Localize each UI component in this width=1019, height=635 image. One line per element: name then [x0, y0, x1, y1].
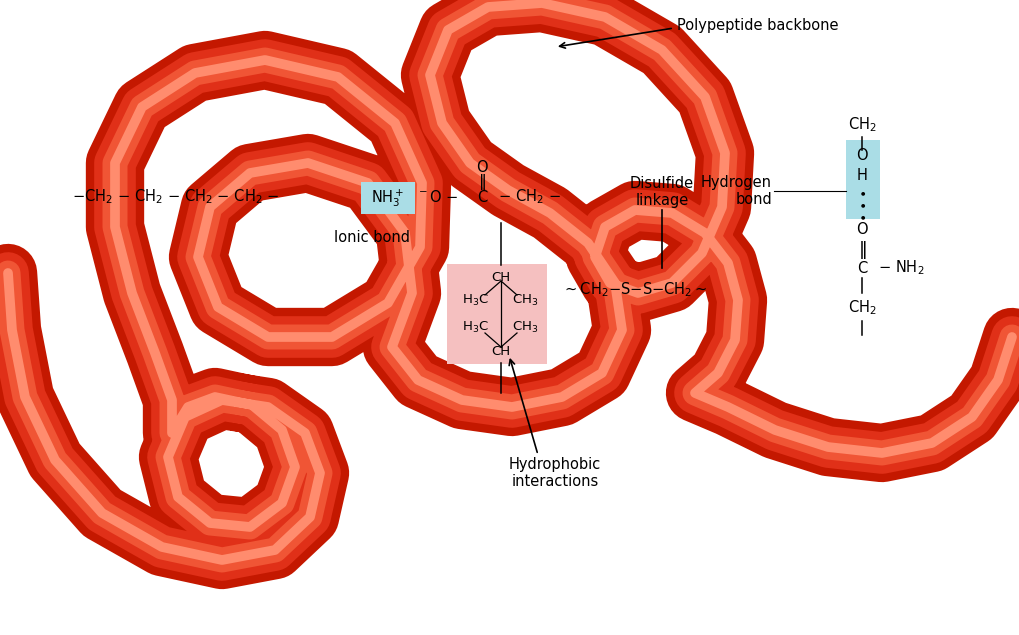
- Text: Disulfide
linkage: Disulfide linkage: [630, 176, 693, 208]
- Text: CH: CH: [491, 271, 511, 283]
- Text: C: C: [477, 189, 487, 204]
- Text: $-$ NH$_2$: $-$ NH$_2$: [873, 258, 923, 277]
- Text: C: C: [856, 260, 866, 276]
- Text: $-$ CH$_2$ $-$: $-$ CH$_2$ $-$: [493, 188, 560, 206]
- Text: O: O: [855, 222, 867, 236]
- Text: $\|$: $\|$: [478, 172, 485, 192]
- FancyBboxPatch shape: [446, 264, 546, 364]
- Text: Ionic bond: Ionic bond: [333, 229, 410, 244]
- Text: $^-$O $-$: $^-$O $-$: [416, 189, 458, 205]
- Text: CH$_2$: CH$_2$: [847, 298, 875, 318]
- Text: $-$CH$_2$ $-$ CH$_2$ $-$ CH$_2$ $-$ CH$_2$ $-$: $-$CH$_2$ $-$ CH$_2$ $-$ CH$_2$ $-$ CH$_…: [72, 188, 279, 206]
- Text: Hydrogen
bond: Hydrogen bond: [700, 175, 771, 207]
- Text: CH$_3$: CH$_3$: [512, 319, 538, 335]
- Text: O: O: [476, 159, 487, 175]
- Text: H: H: [856, 168, 866, 182]
- Text: H$_3$C: H$_3$C: [462, 319, 488, 335]
- Text: NH$_3^+$: NH$_3^+$: [371, 187, 405, 209]
- Text: CH$_3$: CH$_3$: [512, 293, 538, 307]
- Text: $\|$: $\|$: [857, 239, 865, 261]
- Text: $\sim$CH$_2$$-$S$-$S$-$CH$_2$$\sim$: $\sim$CH$_2$$-$S$-$S$-$CH$_2$$\sim$: [561, 281, 707, 299]
- Text: $\bullet$: $\bullet$: [857, 187, 865, 199]
- Text: $\bullet$: $\bullet$: [857, 199, 865, 211]
- Text: H$_3$C: H$_3$C: [462, 293, 488, 307]
- Text: $\bullet$: $\bullet$: [857, 210, 865, 224]
- FancyBboxPatch shape: [361, 182, 415, 214]
- Text: CH$_2$: CH$_2$: [847, 116, 875, 135]
- Text: O: O: [855, 147, 867, 163]
- FancyBboxPatch shape: [845, 140, 879, 219]
- Text: CH: CH: [491, 345, 511, 358]
- Text: Polypeptide backbone: Polypeptide backbone: [677, 18, 838, 32]
- Text: Hydrophobic
interactions: Hydrophobic interactions: [508, 457, 600, 490]
